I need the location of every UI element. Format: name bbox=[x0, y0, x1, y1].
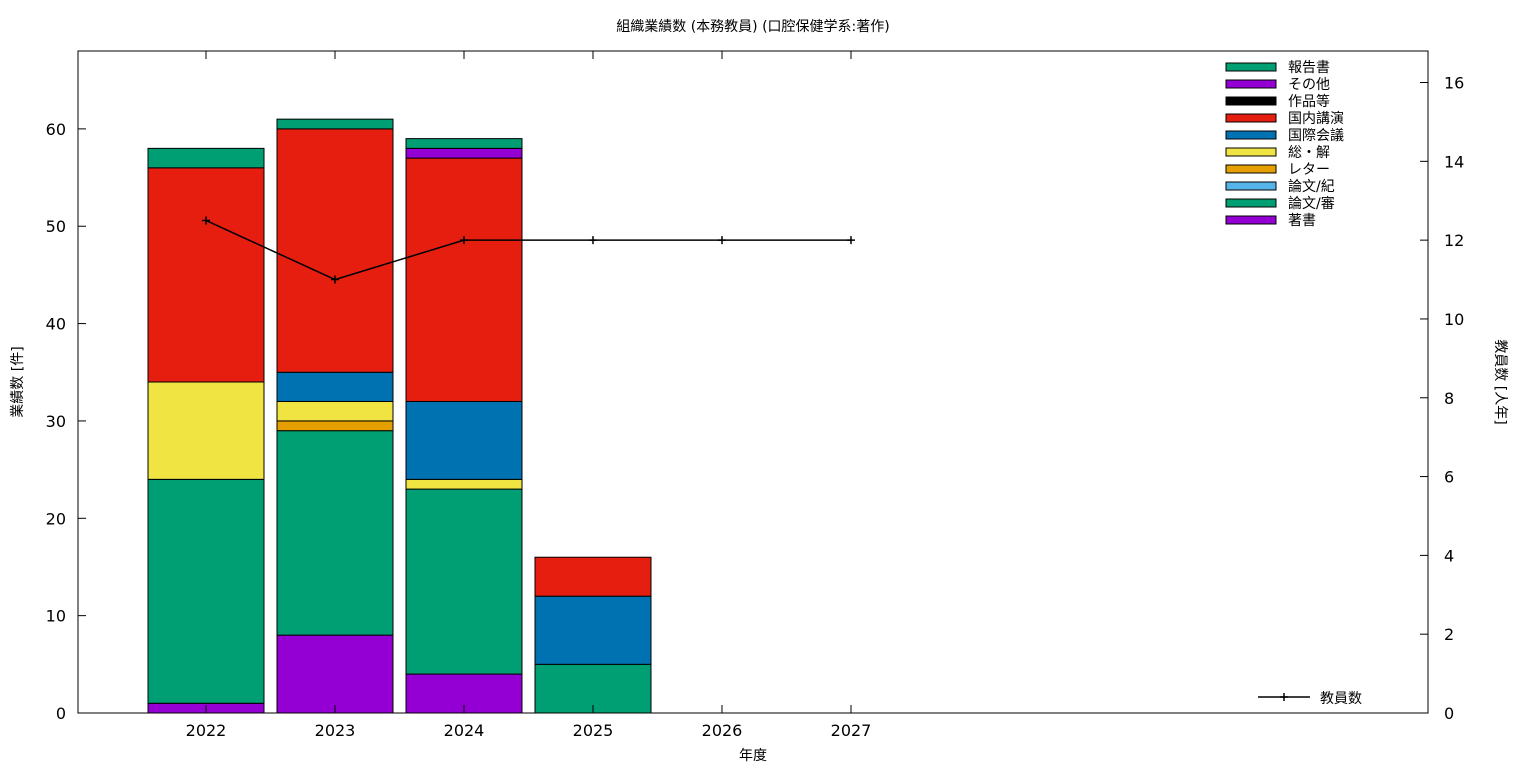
bar-2023-国内講演-6 bbox=[276, 128, 394, 373]
y-tick-label: 20 bbox=[46, 509, 66, 528]
y2-tick-label: 2 bbox=[1444, 625, 1454, 644]
bar-2023-総・解-4 bbox=[276, 400, 394, 422]
legend-line-marker bbox=[1280, 693, 1288, 701]
legend-swatch-報告書 bbox=[1225, 62, 1277, 72]
bar-2022-国内講演-6 bbox=[147, 167, 265, 383]
bar-2023-著書-0 bbox=[276, 634, 394, 714]
y-axis: 0 10 20 30 40 50 60 bbox=[46, 120, 86, 723]
legend-label-faculty: 教員数 bbox=[1320, 691, 1362, 707]
legend-label-著書: 著書 bbox=[1288, 213, 1316, 229]
y2-tick-label: 10 bbox=[1444, 310, 1464, 329]
bar-2024-国際会議-5 bbox=[405, 400, 523, 480]
legend-swatch-レター bbox=[1225, 164, 1277, 174]
y-tick-label: 50 bbox=[46, 217, 66, 236]
x-tick-label: 2022 bbox=[186, 721, 227, 740]
y2-tick-label: 4 bbox=[1444, 546, 1454, 565]
x-axis-label: 年度 bbox=[739, 748, 767, 764]
line-point-2026 bbox=[718, 236, 726, 245]
legend-swatch-著書 bbox=[1225, 215, 1277, 225]
y-tick-label: 30 bbox=[46, 412, 66, 431]
x-tick-label: 2023 bbox=[315, 721, 356, 740]
x-tick-label: 2027 bbox=[831, 721, 872, 740]
bar-2025-国内講演-6 bbox=[534, 556, 652, 597]
line-point-2023 bbox=[331, 275, 339, 284]
y2-tick-label: 0 bbox=[1444, 704, 1454, 723]
chart-title: 組織業績数 (本務教員) (口腔保健学系:著作) bbox=[616, 19, 889, 35]
legend-swatch-国際会議 bbox=[1225, 130, 1277, 140]
y-tick-label: 10 bbox=[46, 607, 66, 626]
y-tick-label: 0 bbox=[56, 704, 66, 723]
legend-swatch-作品等 bbox=[1225, 96, 1277, 106]
x-axis: 2022 2023 2024 2025 2026 2027 bbox=[186, 51, 872, 740]
y-axis-label: 業績数 [件] bbox=[10, 346, 26, 417]
bar-2022-報告書-9 bbox=[147, 147, 265, 169]
legend-swatch-論文-紀 bbox=[1225, 181, 1277, 191]
line-legend: 教員数 bbox=[1258, 691, 1362, 707]
y2-tick-label: 14 bbox=[1444, 152, 1464, 171]
x-tick-label: 2026 bbox=[702, 721, 743, 740]
plot-area bbox=[77, 50, 1429, 714]
y2-tick-label: 12 bbox=[1444, 231, 1464, 250]
legend-swatch-国内講演 bbox=[1225, 113, 1277, 123]
y2-tick-label: 8 bbox=[1444, 389, 1454, 408]
legend-label-その他: その他 bbox=[1288, 77, 1330, 93]
bar-2024-報告書-9 bbox=[405, 138, 523, 149]
bar-2024-その他-8 bbox=[405, 147, 523, 159]
bars-layer bbox=[147, 118, 652, 714]
bar-2025-国際会議-5 bbox=[534, 595, 652, 665]
y2-axis-label: 教員数 [人年] bbox=[1492, 339, 1508, 424]
legend-label-報告書: 報告書 bbox=[1288, 60, 1330, 76]
line-layer bbox=[202, 216, 855, 284]
legend-label-総・解: 総・解 bbox=[1288, 145, 1330, 161]
bar-2022-総・解-4 bbox=[147, 381, 265, 480]
bar-2024-国内講演-6 bbox=[405, 157, 523, 402]
bar-2023-報告書-9 bbox=[276, 118, 394, 130]
x-tick-label: 2025 bbox=[573, 721, 614, 740]
x-tick-label: 2024 bbox=[444, 721, 485, 740]
bar-2024-総・解-4 bbox=[405, 478, 523, 490]
legend-swatch-論文-審 bbox=[1225, 198, 1277, 208]
bar-2023-論文-審-1 bbox=[276, 430, 394, 636]
y-tick-label: 60 bbox=[46, 120, 66, 139]
bar-2023-国際会議-5 bbox=[276, 371, 394, 402]
line-point-2022 bbox=[202, 216, 210, 225]
line-point-2025 bbox=[589, 236, 597, 245]
bar-2023-レター-3 bbox=[276, 420, 394, 432]
legend-label-論文-紀: 論文/紀 bbox=[1288, 179, 1335, 195]
legend-label-論文-審: 論文/審 bbox=[1288, 196, 1335, 212]
line-point-2024 bbox=[460, 236, 468, 245]
legend-label-レター: レター bbox=[1288, 162, 1330, 178]
line-faculty-count bbox=[205, 219, 851, 281]
y2-tick-label: 6 bbox=[1444, 468, 1454, 487]
bar-2024-論文-審-1 bbox=[405, 488, 523, 675]
y2-axis: 0 2 4 6 8 10 12 14 16 bbox=[1420, 74, 1464, 723]
y-tick-label: 40 bbox=[46, 315, 66, 334]
y2-tick-label: 16 bbox=[1444, 74, 1464, 93]
legend-label-国際会議: 国際会議 bbox=[1288, 127, 1344, 144]
line-point-2027 bbox=[847, 236, 855, 245]
legend-swatch-その他 bbox=[1225, 79, 1277, 89]
legend-label-国内講演: 国内講演 bbox=[1288, 111, 1344, 127]
legend-swatch-総・解 bbox=[1225, 147, 1277, 157]
bar-2022-論文-審-1 bbox=[147, 478, 265, 704]
legend-label-作品等: 作品等 bbox=[1288, 93, 1330, 110]
